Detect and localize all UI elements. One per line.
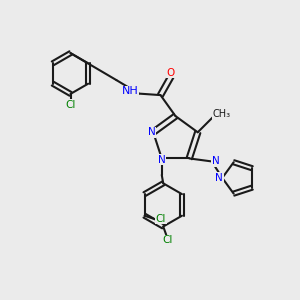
Text: Cl: Cl (156, 214, 166, 224)
Text: NH: NH (122, 86, 139, 96)
Text: Cl: Cl (163, 235, 173, 245)
Text: Cl: Cl (65, 100, 76, 110)
Text: N: N (148, 127, 156, 137)
Text: O: O (167, 68, 175, 78)
Text: CH₃: CH₃ (212, 109, 230, 119)
Text: N: N (158, 155, 166, 165)
Text: N: N (215, 173, 223, 183)
Text: N: N (212, 156, 220, 167)
